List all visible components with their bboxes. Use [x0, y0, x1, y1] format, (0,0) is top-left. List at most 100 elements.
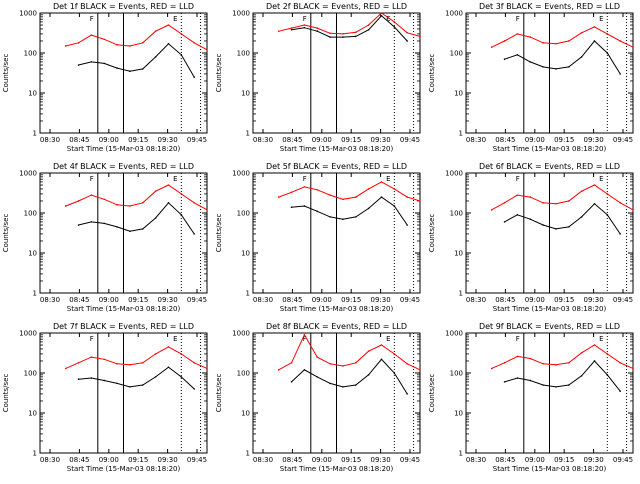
- marker-label-e: E: [386, 15, 390, 23]
- y-tick-label: 1: [459, 290, 463, 298]
- detector-panel-4: Det 4f BLACK = Events, RED = LLD 1 10 100 10…: [2, 162, 208, 313]
- x-tick-label: 09:00: [312, 136, 332, 144]
- marker-label-f: F: [90, 15, 94, 23]
- x-axis-label: Start Time (15-Mar-03 08:18:20): [493, 465, 607, 473]
- x-tick-label: 09:15: [341, 136, 361, 144]
- data-point: [542, 66, 544, 68]
- data-point: [103, 358, 106, 361]
- data-point: [90, 356, 93, 358]
- data-point: [367, 188, 370, 190]
- data-point: [141, 68, 144, 70]
- y-tick-label: 10: [28, 410, 37, 418]
- data-point: [329, 216, 331, 218]
- x-tick-label: 09:30: [584, 296, 604, 304]
- lld-series-line: [65, 184, 208, 211]
- x-tick-label: 09:15: [554, 456, 574, 464]
- data-point: [141, 41, 144, 44]
- data-point: [632, 46, 634, 48]
- data-point: [90, 194, 93, 196]
- data-point: [167, 201, 170, 204]
- x-tick-label: 09:30: [158, 456, 178, 464]
- y-tick-label: 1000: [232, 10, 250, 18]
- data-point: [316, 27, 319, 29]
- data-point: [316, 30, 319, 33]
- data-point: [503, 201, 506, 204]
- data-point: [419, 369, 421, 371]
- data-point: [367, 350, 370, 353]
- data-point: [206, 367, 208, 370]
- data-point: [193, 201, 195, 204]
- data-point: [555, 68, 557, 70]
- data-point: [516, 54, 519, 56]
- y-tick-label: 1000: [445, 330, 463, 338]
- lld-series-line: [65, 346, 208, 369]
- data-point: [503, 58, 506, 60]
- y-tick-label: 10: [454, 410, 463, 418]
- data-point: [516, 377, 519, 379]
- marker-label-e: E: [173, 15, 177, 23]
- data-point: [503, 40, 506, 42]
- data-point: [154, 56, 157, 58]
- data-point: [606, 374, 609, 376]
- data-point: [193, 233, 195, 235]
- data-point: [354, 196, 357, 198]
- data-point: [406, 196, 408, 198]
- x-tick-label: 08:30: [466, 136, 486, 144]
- data-point: [129, 364, 131, 366]
- x-tick-label: 09:00: [99, 456, 119, 464]
- panel-title: Det 8f BLACK = Events, RED = LLD: [266, 322, 407, 331]
- x-tick-label: 09:45: [187, 456, 207, 464]
- data-point: [116, 67, 118, 69]
- data-point: [206, 49, 208, 51]
- data-point: [154, 217, 157, 219]
- x-tick-label: 09:00: [525, 296, 545, 304]
- y-tick-label: 1000: [19, 10, 37, 18]
- panel-title: Det 7f BLACK = Events, RED = LLD: [53, 322, 194, 331]
- data-point: [606, 33, 609, 35]
- data-point: [141, 384, 144, 386]
- data-point: [354, 31, 357, 34]
- data-point: [154, 30, 157, 33]
- x-tick-label: 09:15: [128, 456, 148, 464]
- x-tick-label: 09:30: [371, 296, 391, 304]
- data-point: [116, 226, 118, 228]
- data-point: [380, 196, 383, 198]
- y-tick-label: 10: [241, 250, 250, 258]
- data-point: [129, 45, 131, 47]
- y-tick-label: 1: [246, 130, 250, 138]
- data-point: [593, 360, 596, 362]
- y-tick-label: 10: [454, 90, 463, 98]
- data-point: [619, 361, 621, 364]
- y-axis-label: Counts/sec: [215, 54, 223, 93]
- data-point: [529, 196, 532, 198]
- y-tick-label: 100: [24, 50, 37, 58]
- data-point: [580, 31, 583, 34]
- x-tick-label: 09:00: [312, 456, 332, 464]
- data-point: [116, 44, 118, 46]
- x-tick-label: 09:45: [400, 296, 420, 304]
- x-tick-label: 09:30: [158, 136, 178, 144]
- x-tick-label: 09:45: [187, 296, 207, 304]
- data-point: [90, 221, 93, 223]
- y-tick-label: 1000: [232, 170, 250, 178]
- data-point: [529, 218, 532, 220]
- detector-panel-2: Det 2f BLACK = Events, RED = LLD 1 10 100 10…: [215, 2, 421, 153]
- y-tick-label: 1000: [19, 170, 37, 178]
- data-point: [490, 209, 493, 211]
- x-axis-label: Start Time (15-Mar-03 08:18:20): [280, 465, 394, 473]
- data-point: [180, 353, 183, 355]
- data-point: [354, 35, 357, 38]
- detector-panel-3: Det 3f BLACK = Events, RED = LLD 1 10 100 10…: [428, 2, 634, 153]
- x-tick-label: 09:00: [525, 136, 545, 144]
- y-tick-label: 1: [459, 130, 463, 138]
- y-tick-label: 1: [246, 290, 250, 298]
- data-point: [406, 40, 408, 42]
- data-point: [290, 361, 293, 364]
- data-point: [180, 376, 183, 378]
- panel-title: Det 1f BLACK = Events, RED = LLD: [53, 2, 194, 11]
- lld-series-line: [491, 344, 634, 369]
- panel-title: Det 2f BLACK = Events, RED = LLD: [266, 2, 407, 11]
- y-tick-label: 10: [241, 90, 250, 98]
- lld-series-line: [65, 24, 208, 51]
- data-point: [116, 382, 118, 385]
